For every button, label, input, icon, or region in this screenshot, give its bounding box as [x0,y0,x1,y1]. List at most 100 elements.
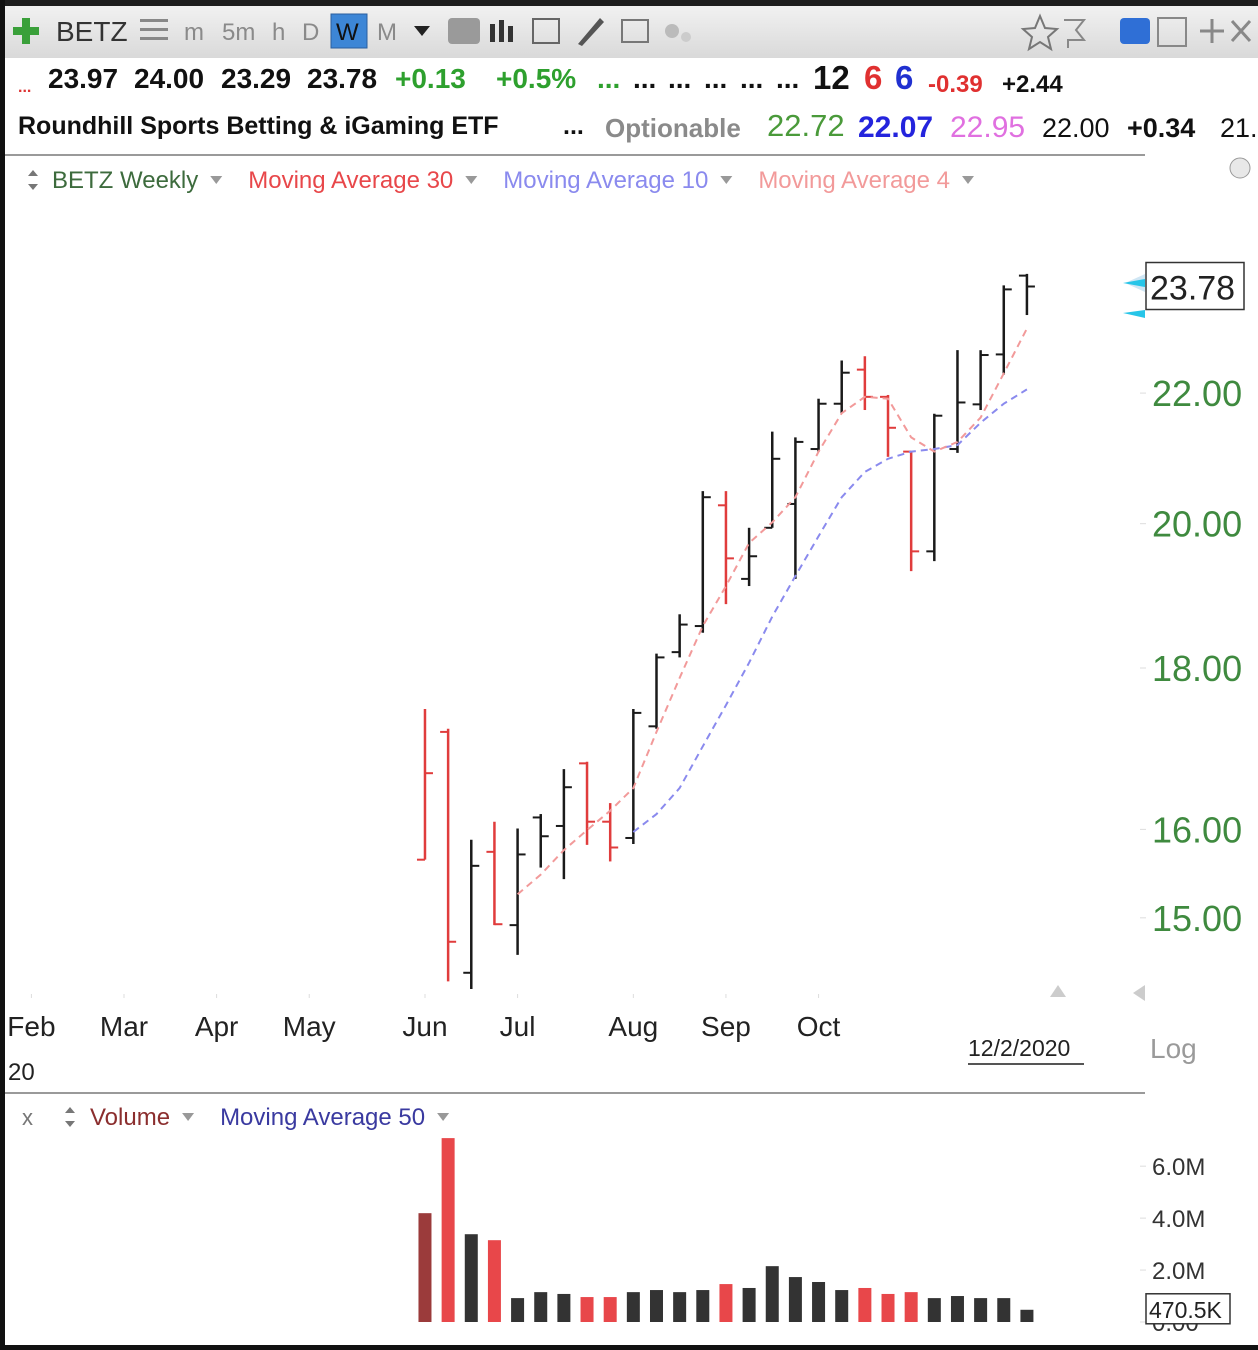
volume-bar [557,1293,571,1322]
flag-icon[interactable] [1064,19,1087,48]
count-red: 6 [864,59,882,96]
quote-value: +0.34 [1127,113,1195,143]
x-tick-label: Mar [100,1011,148,1042]
volume-bar [673,1292,687,1322]
x-tick-label: Jul [500,1011,536,1042]
low-price: 23.29 [221,63,291,94]
close-button[interactable] [1230,19,1252,43]
legend-entry[interactable]: BETZ Weekly [52,167,198,194]
share-icon [681,32,691,42]
quote-ellipsis: ... [563,112,584,140]
count-blue: 6 [895,59,913,96]
volume-bar [1020,1309,1034,1322]
period-button[interactable]: 5m [222,19,255,46]
x-tick-label: Sep [701,1011,751,1042]
add-button[interactable] [13,18,39,44]
volume-bar [603,1297,617,1322]
volume-bar [511,1298,525,1322]
x-tick-label: May [283,1011,336,1042]
window-icon[interactable] [621,19,649,43]
draw-icon[interactable] [578,18,604,46]
icon-part [140,37,168,40]
active-period-highlight [330,13,368,49]
quote-ellipsis: ... [597,63,620,94]
period-button[interactable]: D [302,19,319,46]
year-label: 20 [8,1059,35,1086]
volume-bar [858,1287,872,1322]
volume-bar [927,1298,941,1322]
date-label[interactable]: 12/2/2020 [968,1035,1070,1061]
quote-value: 21. [1220,113,1258,143]
optionable: Optionable [605,113,741,143]
settings-icon[interactable] [1229,157,1251,179]
save-icon[interactable] [1157,17,1187,47]
x-tick-label: Oct [797,1011,841,1042]
volume-bar [788,1277,802,1322]
last-price-label: 23.78 [1150,270,1235,308]
value-label: 470.5K [1149,1297,1223,1323]
indicator-value: +2.44 [1002,71,1063,98]
share-menu[interactable] [1120,18,1150,44]
legend-move-icon[interactable] [65,1107,75,1127]
close-pane[interactable]: x [22,1105,33,1130]
legend-dropdown [962,176,974,184]
icon-part [140,28,168,31]
volume-bar [950,1296,964,1322]
move-icon[interactable] [1200,19,1224,43]
last-price-box [1145,261,1245,311]
quote-value: 22.00 [1042,113,1110,143]
security-name: Roundhill Sports Betting & iGaming ETF [18,112,499,140]
text-tool[interactable] [448,18,480,44]
volume-bar [997,1298,1011,1322]
grid-icon[interactable] [532,18,560,44]
legend-move-icon[interactable] [28,170,38,190]
symbol[interactable]: BETZ [56,16,128,47]
legend-entry[interactable]: Moving Average 30 [248,167,453,194]
volume-bar [441,1138,455,1322]
period-button[interactable]: M [377,19,397,46]
volume-bar [487,1240,501,1322]
legend-entry[interactable]: Moving Average 50 [220,1104,425,1131]
period-button[interactable]: h [272,19,285,46]
volume-bar [464,1234,478,1322]
plus-icon [13,27,39,35]
icon-part [490,24,495,42]
moving-average-line [516,328,1028,896]
period-button[interactable]: m [184,19,204,46]
volume-bar [719,1284,733,1322]
quote-ellipsis: ... [668,63,691,94]
favorite-icon[interactable] [1020,13,1060,52]
scale-toggle[interactable]: Log [1150,1033,1197,1064]
legend-entry[interactable]: Moving Average 10 [503,167,708,194]
quote-ellipsis: ... [776,63,799,94]
quote-ellipsis: ... [704,63,727,94]
y-tick-label: 2.0M [1152,1258,1205,1285]
window-edge [0,0,5,1350]
moving-average-line [632,388,1028,833]
volume-bar [765,1266,779,1322]
share-icon[interactable] [665,24,679,38]
open-price: 23.97 [48,63,118,94]
list-icon[interactable] [140,19,168,40]
legend-dropdown [182,1113,195,1121]
bar-style-icon[interactable] [490,20,513,42]
legend-dropdown [465,176,478,184]
legend-dropdown [437,1113,450,1121]
y-tick-label: 16.00 [1152,809,1242,850]
quote-value: 22.95 [950,111,1025,144]
legend-entry[interactable]: Moving Average 4 [758,167,950,194]
volume-bar [812,1282,826,1322]
period-dropdown[interactable] [414,26,430,36]
scroll-arrow[interactable] [1050,985,1066,997]
volume-bar [418,1213,432,1322]
high-price: 24.00 [134,63,204,94]
scroll-arrow[interactable] [1133,985,1145,1001]
price-marker [1123,310,1145,318]
y-tick-label: 22.00 [1152,373,1242,414]
period-button[interactable]: W [336,19,359,46]
legend-entry[interactable]: Volume [90,1104,170,1131]
legend-dropdown [210,176,223,184]
volume-bar [974,1298,988,1322]
quote-ellipsis: ... [740,63,763,94]
